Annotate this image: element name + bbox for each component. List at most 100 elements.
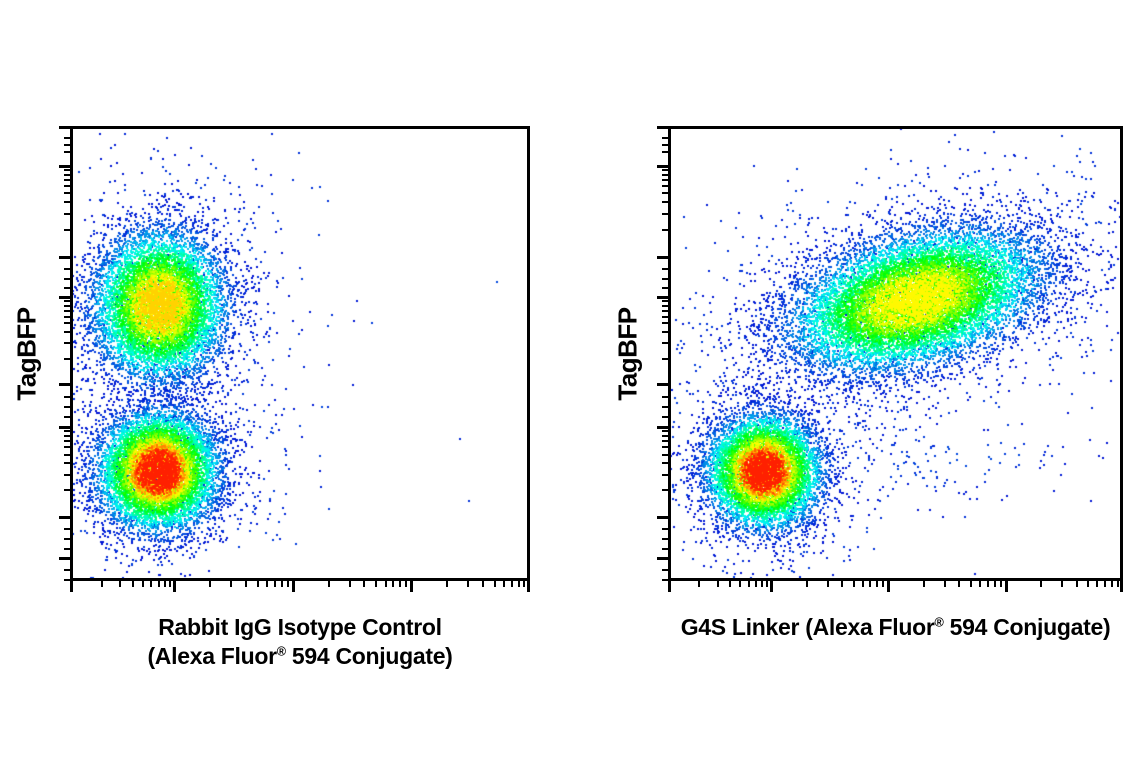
y-tick-minor <box>662 578 668 581</box>
y-tick-major <box>657 295 668 299</box>
y-tick-minor <box>64 173 70 176</box>
x-tick-minor <box>163 581 166 587</box>
x-tick-minor <box>517 581 520 587</box>
x-axis-label-text: Rabbit IgG Isotype Control <box>158 614 442 640</box>
x-tick-minor <box>482 581 485 587</box>
y-tick-minor <box>662 405 668 408</box>
y-tick-minor <box>662 201 668 204</box>
y-tick-minor <box>64 185 70 188</box>
x-tick-minor <box>510 581 513 587</box>
x-tick-minor <box>861 581 864 587</box>
x-tick-minor <box>1103 581 1106 587</box>
y-tick-minor <box>662 395 668 398</box>
x-tick-minor <box>157 581 160 587</box>
y-tick-minor <box>662 179 668 182</box>
registered-trademark-symbol: ® <box>276 644 286 659</box>
scatter-canvas-right <box>671 129 1120 578</box>
y-tick-minor <box>662 489 668 491</box>
x-axis-label-right: G4S Linker (Alexa Fluor® 594 Conjugate) <box>681 613 1111 642</box>
y-tick-major <box>59 126 70 129</box>
x-tick-minor <box>760 581 763 587</box>
y-tick-minor <box>64 446 70 449</box>
x-tick-minor <box>446 581 449 587</box>
y-axis-label-right: TagBFP <box>612 306 643 401</box>
x-tick-minor <box>999 581 1002 587</box>
x-tick-minor <box>826 581 829 587</box>
x-tick-minor <box>286 581 289 587</box>
y-tick-major <box>59 556 70 560</box>
y-tick-minor <box>662 300 668 303</box>
y-tick-minor <box>64 277 70 280</box>
x-tick-minor <box>869 581 872 587</box>
x-tick-minor <box>132 581 135 587</box>
y-tick-minor <box>64 395 70 398</box>
x-tick-minor <box>363 581 366 587</box>
y-tick-minor <box>64 473 70 476</box>
plot-area-left <box>59 126 530 592</box>
y-tick-minor <box>662 322 668 325</box>
registered-trademark-symbol: ® <box>934 615 944 630</box>
y-tick-major <box>59 383 70 387</box>
x-tick-minor <box>754 581 757 587</box>
y-tick-minor <box>662 528 668 531</box>
x-tick-minor <box>169 581 172 587</box>
x-tick-minor <box>348 581 351 587</box>
y-tick-minor <box>64 300 70 303</box>
y-tick-minor <box>662 309 668 312</box>
x-axis-label-line: Rabbit IgG Isotype Control <box>147 613 452 642</box>
y-tick-minor <box>662 304 668 307</box>
y-tick-minor <box>64 322 70 325</box>
y-tick-minor <box>662 150 668 153</box>
x-tick-minor <box>209 581 212 587</box>
y-tick-minor <box>64 430 70 433</box>
y-tick-minor <box>64 528 70 531</box>
y-tick-minor <box>662 286 668 289</box>
x-tick-minor <box>392 581 395 587</box>
x-tick-minor <box>523 581 526 587</box>
x-tick-minor <box>273 581 276 587</box>
y-tick-minor <box>662 430 668 433</box>
x-tick-minor <box>467 581 470 587</box>
y-tick-minor <box>662 267 668 270</box>
x-axis-label-text: (Alexa Fluor <box>147 643 277 669</box>
x-tick-major <box>410 581 414 592</box>
x-axis-label-line: G4S Linker (Alexa Fluor® 594 Conjugate) <box>681 613 1111 642</box>
x-tick-minor <box>399 581 402 587</box>
y-tick-minor <box>662 331 668 334</box>
y-tick-minor <box>64 201 70 204</box>
y-tick-minor <box>64 169 70 172</box>
x-axis-label-line: (Alexa Fluor® 594 Conjugate) <box>147 642 452 671</box>
y-tick-minor <box>662 440 668 443</box>
y-tick-minor <box>662 357 668 360</box>
y-tick-minor <box>64 569 70 572</box>
y-tick-minor <box>64 315 70 318</box>
y-tick-minor <box>64 304 70 307</box>
y-tick-major <box>59 515 70 519</box>
x-tick-minor <box>280 581 283 587</box>
y-tick-minor <box>662 228 668 231</box>
y-tick-minor <box>64 286 70 289</box>
y-tick-minor <box>64 415 70 418</box>
x-tick-minor <box>119 581 122 587</box>
x-tick-major <box>1004 581 1008 592</box>
y-tick-major <box>657 383 668 387</box>
y-tick-major <box>657 255 668 259</box>
x-tick-minor <box>100 581 103 587</box>
y-tick-minor <box>64 462 70 465</box>
y-tick-major <box>59 425 70 429</box>
x-tick-minor <box>384 581 387 587</box>
plot-area-right <box>657 126 1123 592</box>
y-tick-minor <box>662 277 668 280</box>
x-tick-minor <box>729 581 732 587</box>
y-tick-major <box>657 556 668 560</box>
x-tick-minor <box>943 581 946 587</box>
x-tick-minor <box>150 581 153 587</box>
y-tick-minor <box>662 169 668 172</box>
y-tick-minor <box>662 473 668 476</box>
x-tick-major <box>291 581 295 592</box>
x-tick-minor <box>493 581 496 587</box>
x-axis-label-text: 594 Conjugate) <box>285 643 453 669</box>
y-tick-major <box>59 295 70 299</box>
y-tick-major <box>59 255 70 259</box>
